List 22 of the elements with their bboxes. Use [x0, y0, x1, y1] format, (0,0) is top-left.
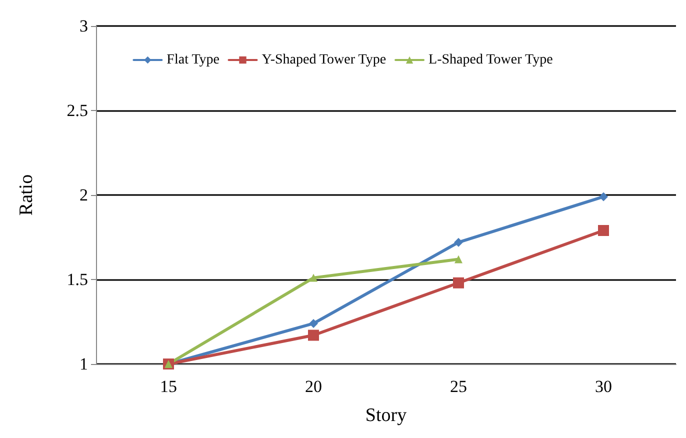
- legend-label: L-Shaped Tower Type: [428, 52, 553, 68]
- point: [599, 192, 608, 202]
- y-tick-label: 1: [80, 354, 88, 374]
- point: [453, 277, 464, 288]
- x-axis-title: Story: [365, 405, 408, 426]
- x-tick-label: 15: [160, 377, 177, 396]
- y-tick-label: 1.5: [66, 270, 88, 289]
- y-tick-label: 2.5: [66, 101, 88, 120]
- legend-label: Y-Shaped Tower Type: [262, 52, 386, 68]
- x-tick-label: 30: [595, 377, 612, 396]
- point: [310, 274, 318, 282]
- x-tick-label: 20: [305, 377, 322, 396]
- point: [308, 330, 319, 341]
- point: [309, 318, 318, 328]
- y-tick-label: 3: [80, 16, 88, 36]
- legend-label: Flat Type: [166, 52, 220, 68]
- point: [454, 238, 463, 247]
- x-tick-label: 25: [450, 377, 467, 396]
- point: [454, 255, 462, 264]
- y-axis-title: Ratio: [16, 174, 37, 216]
- y-tick-label: 2: [80, 186, 88, 204]
- point: [598, 224, 609, 236]
